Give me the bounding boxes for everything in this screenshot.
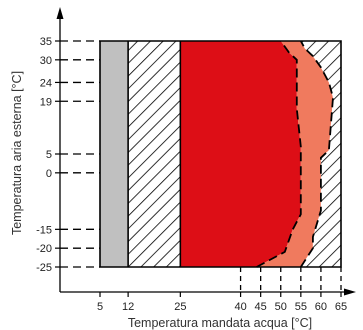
y-tick-label: 24 bbox=[40, 77, 52, 89]
y-tick-label: 0 bbox=[46, 168, 52, 180]
x-tick-label: 50 bbox=[275, 301, 287, 313]
x-tick-label: 65 bbox=[335, 301, 347, 313]
y-tick-label: -20 bbox=[36, 243, 52, 255]
boundaries-group bbox=[256, 40, 334, 268]
y-tick-label: 35 bbox=[40, 36, 52, 48]
y-tick-label: -15 bbox=[36, 224, 52, 236]
x-tick-label: 45 bbox=[255, 301, 267, 313]
regions-group bbox=[100, 41, 341, 267]
x-tick-label: 12 bbox=[122, 301, 134, 313]
region-solid-red-2 bbox=[180, 41, 301, 267]
y-tick-label: -25 bbox=[36, 262, 52, 274]
x-tick-label: 55 bbox=[295, 301, 307, 313]
y-axis-label: Temperatura aria esterna [°C] bbox=[10, 71, 24, 235]
x-tick-label: 40 bbox=[234, 301, 246, 313]
region-solid-salmon-3 bbox=[256, 41, 333, 267]
x-tick-label: 5 bbox=[97, 301, 103, 313]
x-tick-label: 60 bbox=[315, 301, 327, 313]
boundary-line-1 bbox=[300, 40, 334, 268]
region-hatched-4 bbox=[300, 41, 341, 267]
y-tick-label: 30 bbox=[40, 55, 52, 67]
x-axis-label: Temperatura mandata acqua [°C] bbox=[128, 316, 312, 330]
guide-lines-group bbox=[60, 40, 342, 292]
y-tick-label: 19 bbox=[40, 96, 52, 108]
x-tick-label: 25 bbox=[174, 301, 186, 313]
region-hatched-1 bbox=[128, 41, 181, 267]
boundary-line-0 bbox=[256, 40, 302, 268]
y-axis-arrow-icon bbox=[56, 7, 64, 19]
x-axis-arrow-icon bbox=[344, 288, 356, 296]
ticks-group: 5 12 25 40 45 50 55 60 65 -25 -20 -15 0 5 19 24 30 35 bbox=[36, 36, 347, 313]
y-tick-label: 5 bbox=[46, 149, 52, 161]
region-solid-gray-0 bbox=[100, 41, 129, 267]
